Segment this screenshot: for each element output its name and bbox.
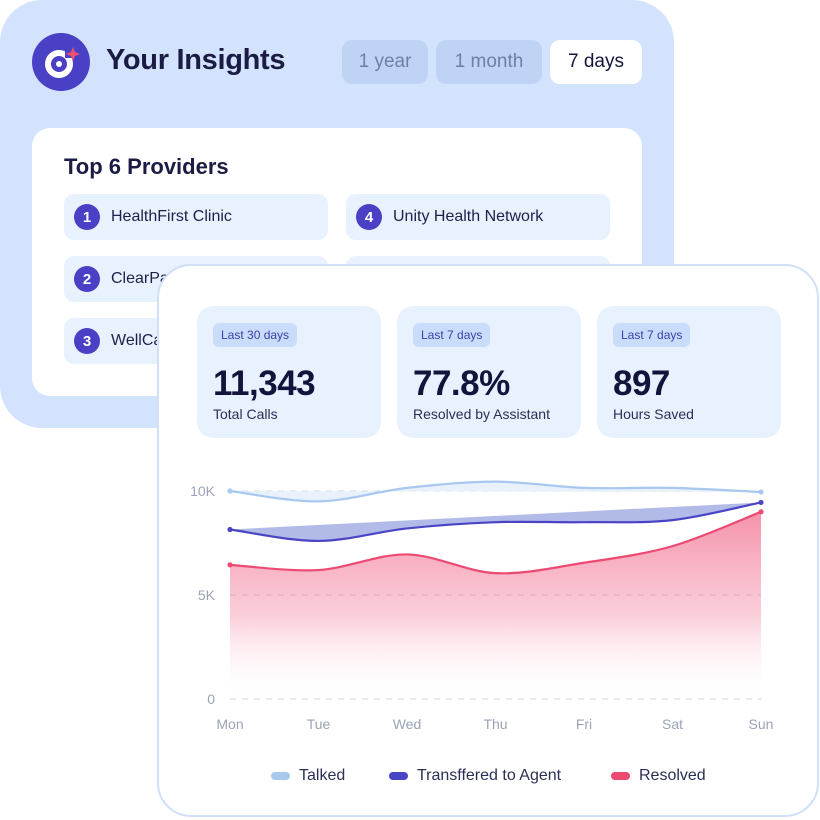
kpi-value: 897: [613, 364, 670, 403]
kpi-label: Total Calls: [213, 406, 278, 422]
legend-swatch: [389, 772, 408, 780]
kpi-total-calls: Last 30 days 11,343 Total Calls: [197, 306, 381, 438]
provider-name: HealthFirst Clinic: [111, 208, 232, 225]
page-title: Your Insights: [106, 44, 286, 76]
y-tick-label: 5K: [198, 587, 216, 603]
period-badge: Last 30 days: [213, 323, 298, 347]
series-endpoint: [758, 499, 764, 506]
x-tick-label: Fri: [576, 716, 592, 732]
rank-badge: 3: [74, 328, 100, 354]
provider-name: Unity Health Network: [393, 208, 544, 225]
tab-7-days[interactable]: 7 days: [550, 40, 642, 84]
series-endpoint: [758, 489, 764, 495]
provider-name: WellCa: [111, 332, 163, 349]
y-tick-label: 10K: [190, 483, 216, 499]
legend-swatch: [611, 772, 630, 780]
series-endpoint: [227, 526, 233, 533]
provider-item-1[interactable]: 1 HealthFirst Clinic: [64, 194, 328, 240]
kpi-resolved-rate: Last 7 days 77.8% Resolved by Assistant: [397, 306, 581, 438]
calls-area-chart: 0 5K 10K Mon Tue Wed Thu Fri Sat Sun: [190, 480, 774, 732]
series-endpoint: [227, 562, 233, 568]
talked-line: [229, 480, 762, 503]
kpi-value: 77.8%: [413, 364, 510, 403]
rank-badge: 2: [74, 266, 100, 292]
legend-label: Resolved: [639, 767, 706, 784]
providers-title: Top 6 Providers: [64, 154, 229, 179]
stats-card: Last 30 days 11,343 Total Calls Last 7 d…: [157, 264, 819, 817]
series-endpoint: [227, 488, 233, 494]
period-badge: Last 7 days: [613, 323, 691, 347]
kpi-label: Resolved by Assistant: [413, 406, 550, 422]
resolved-line: [229, 510, 762, 575]
legend-swatch: [271, 772, 290, 780]
legend-label: Transffered to Agent: [417, 767, 562, 784]
period-badge: Last 7 days: [413, 323, 491, 347]
transferred-line: [229, 501, 762, 543]
x-tick-label: Tue: [307, 716, 331, 732]
kpi-value: 11,343: [213, 364, 316, 403]
resolved-area: [230, 511, 761, 699]
tab-1-month[interactable]: 1 month: [436, 40, 542, 84]
tab-1-year[interactable]: 1 year: [342, 40, 428, 84]
legend-item-resolved: Resolved: [611, 767, 706, 785]
legend-label: Talked: [299, 767, 346, 784]
talked-area: [230, 481, 761, 502]
kpi-hours-saved: Last 7 days 897 Hours Saved: [597, 306, 781, 438]
provider-item-4[interactable]: 4 Unity Health Network: [346, 194, 610, 240]
x-tick-label: Thu: [483, 716, 507, 732]
rank-badge: 4: [356, 204, 382, 230]
target-sparkle-icon: [32, 33, 90, 91]
rank-badge: 1: [74, 204, 100, 230]
legend-item-transferred: Transffered to Agent: [389, 767, 561, 785]
x-tick-label: Wed: [393, 716, 422, 732]
x-tick-label: Sun: [749, 716, 774, 732]
y-tick-label: 0: [207, 691, 215, 707]
x-tick-label: Mon: [216, 716, 243, 732]
x-tick-label: Sat: [662, 716, 683, 732]
legend-item-talked: Talked: [271, 767, 345, 785]
series-endpoint: [758, 509, 764, 515]
kpi-label: Hours Saved: [613, 406, 694, 422]
